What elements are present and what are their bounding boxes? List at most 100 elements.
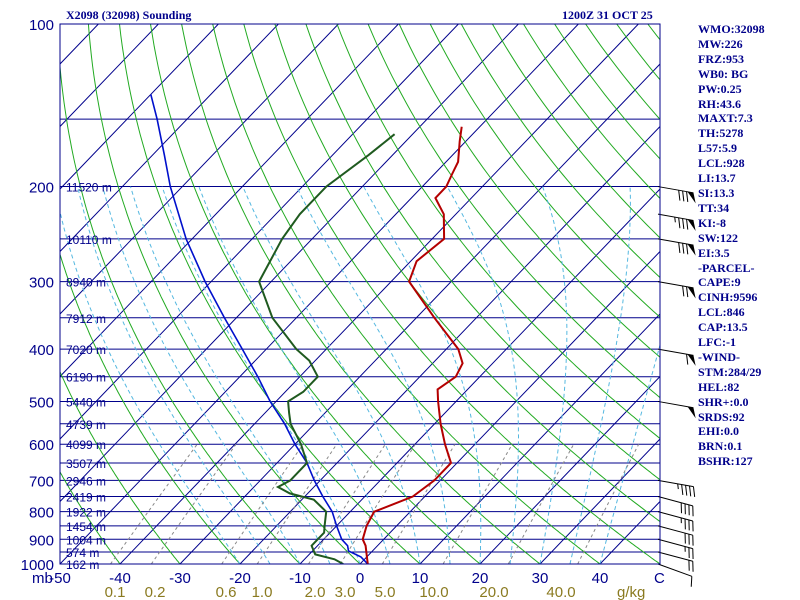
stat-line: STM:284/29 [698, 364, 762, 379]
mixing-ratio-line [507, 443, 575, 564]
isotherm-line [60, 24, 399, 378]
chart-title: X2098 (32098) Sounding [66, 8, 192, 22]
barb-pennant [687, 219, 696, 231]
wind-barb [657, 479, 696, 498]
grid-layer [60, 24, 660, 564]
isotherm-line [60, 24, 579, 564]
barb-shaft [657, 538, 693, 550]
stat-line: HEL:82 [698, 379, 740, 394]
stat-line: LI:13.7 [698, 171, 736, 186]
height-label: 4739 m [66, 418, 106, 432]
wind-barb [657, 281, 696, 299]
temperature-tick-label: 40 [592, 570, 609, 587]
pressure-tick-label: 200 [29, 180, 54, 197]
moist-adiabat [242, 186, 421, 564]
isotherm-line [60, 24, 279, 253]
isotherm-line [479, 375, 660, 564]
mixing-ratio-unit: g/kg [617, 584, 645, 600]
mixing-ratio-label: 0.2 [145, 584, 166, 600]
barb-flag [686, 191, 689, 203]
mixing-ratio-label: 40.0 [546, 584, 575, 600]
dry-adiabat [429, 24, 660, 318]
temperature-tick-label: -50 [49, 570, 71, 587]
isotherm-line [119, 24, 639, 564]
dry-adiabat [336, 24, 660, 440]
temperature-tick-label: -20 [229, 570, 251, 587]
mixing-ratio-label: 2.0 [305, 584, 326, 600]
barb-flag [685, 485, 688, 496]
height-label: 574 m [66, 546, 99, 560]
stats-panel: WMO:32098 MW:226 FRZ:953 WB0: BG PW:0.25 RH:4… [698, 22, 798, 469]
stat-line: PW:0.25 [698, 81, 742, 96]
mixing-ratio-label: 20.0 [479, 584, 508, 600]
isotherm-line [299, 188, 660, 564]
moist-adiabat [569, 186, 631, 564]
isotherm-line [239, 125, 660, 564]
barb-flag [682, 243, 685, 254]
wind-barb [657, 400, 696, 419]
wind-barb [657, 525, 694, 546]
isotherm-line [60, 24, 519, 503]
pressure-tick-label: 400 [29, 342, 54, 359]
barb-flag [686, 354, 689, 365]
barb-shaft [657, 511, 693, 522]
height-label: 6190 m [66, 371, 106, 385]
height-label: 4099 m [66, 438, 106, 452]
stat-line: MW:226 [698, 36, 743, 51]
mixing-ratio-line [577, 443, 640, 564]
dry-adiabat [60, 470, 121, 564]
height-label: 1454 m [66, 520, 106, 534]
stat-line: -PARCEL- [698, 260, 755, 275]
barb-flag [682, 285, 685, 297]
dry-adiabat [305, 24, 660, 481]
mixing-ratio-line [308, 443, 386, 564]
moist-adiabat [446, 186, 519, 564]
height-label: 10110 m [66, 233, 112, 247]
barb-half-flag [674, 217, 676, 223]
stat-line: BSHR:127 [698, 454, 753, 469]
height-label: 8940 m [66, 276, 106, 290]
stat-line: SHR+:0.0 [698, 394, 749, 409]
barb-shaft [657, 238, 694, 246]
barb-pennant [687, 406, 696, 419]
stat-line: KI:-8 [698, 215, 726, 230]
height-label: 162 m [66, 558, 99, 572]
height-label: 1004 m [66, 533, 106, 547]
dry-adiabat [367, 24, 660, 399]
moist-adiabat [102, 186, 301, 564]
moist-adiabat [363, 186, 482, 564]
isotherm-line [179, 63, 660, 564]
wind-barb [657, 563, 693, 587]
wind-barb [657, 551, 694, 572]
stat-line: WB0: BG [698, 66, 749, 81]
barb-half-flag [677, 483, 679, 490]
wind-barbs [657, 186, 696, 587]
pressure-tick-label: 100 [29, 17, 54, 34]
dry-adiabat [398, 24, 660, 358]
stat-line: EI:3.5 [698, 245, 730, 260]
isotherm-line [60, 24, 459, 440]
mixing-ratio-label: 0.1 [105, 584, 126, 600]
dry-adiabat [181, 24, 541, 564]
stat-line: MAXT:7.3 [698, 111, 753, 126]
pressure-tick-label: 300 [29, 275, 54, 292]
mixing-ratio-label: 10.0 [419, 584, 448, 600]
height-label: 2419 m [66, 491, 106, 505]
temperature-tick-label: 0 [356, 570, 364, 587]
mixing-ratio-line [221, 443, 304, 564]
wind-barb [657, 511, 694, 532]
pressure-tick-label: 1000 [21, 557, 54, 574]
height-label: 3507 m [66, 457, 106, 471]
wind-barb [657, 213, 696, 231]
moist-adiabat [296, 186, 451, 564]
barb-flag [678, 190, 681, 201]
barb-flag [678, 242, 681, 253]
barb-pennant [687, 354, 696, 366]
mixing-ratio-line [150, 443, 237, 564]
moist-adiabat [161, 186, 361, 564]
isotherm-line [60, 24, 339, 315]
x-unit-left: mb [32, 570, 53, 587]
dry-adiabat [212, 24, 601, 564]
